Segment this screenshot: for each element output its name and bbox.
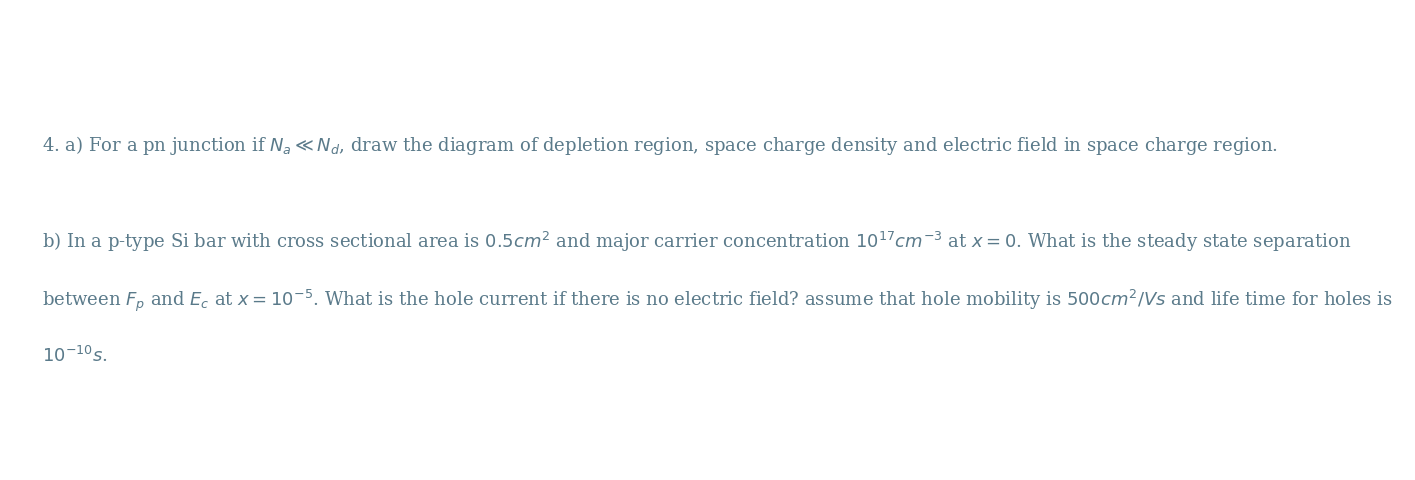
Text: between $F_p$ and $E_c$ at $x=10^{-5}$. What is the hole current if there is no : between $F_p$ and $E_c$ at $x=10^{-5}$. … [42,288,1394,314]
Text: 4. a) For a pn junction if $N_a\ll N_d$, draw the diagram of depletion region, s: 4. a) For a pn junction if $N_a\ll N_d$,… [42,134,1279,157]
Text: $10^{-10}s$.: $10^{-10}s$. [42,346,108,366]
Text: b) In a p-type Si bar with cross sectional area is $0.5cm^2$ and major carrier c: b) In a p-type Si bar with cross section… [42,230,1351,254]
